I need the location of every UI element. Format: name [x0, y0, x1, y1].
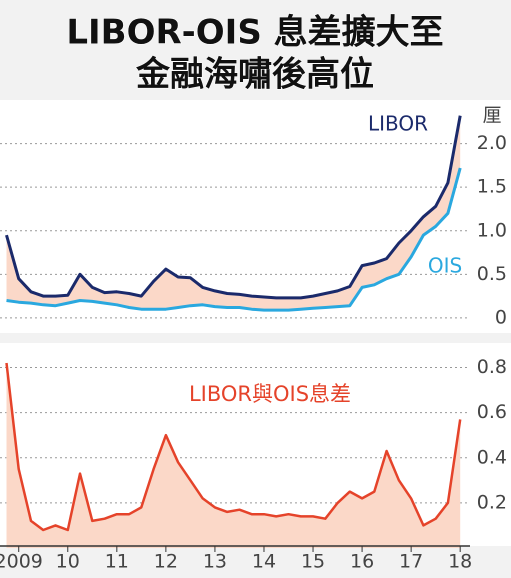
y-tick-label: 1.5 — [477, 176, 507, 198]
x-tick-label: 13 — [203, 551, 227, 573]
y-axis-label: 厘 — [482, 105, 501, 127]
series-label: LIBOR與OIS息差 — [189, 382, 351, 406]
y-tick-label: 0.2 — [477, 491, 507, 513]
series-label: OIS — [428, 254, 462, 278]
area-fill — [6, 363, 461, 548]
series-line — [5, 115, 462, 300]
x-tick-label: 12 — [154, 551, 178, 573]
x-tick-label: 18 — [448, 551, 472, 573]
series-label: LIBOR — [368, 112, 428, 136]
x-tick-label: 11 — [105, 551, 129, 573]
series-line — [6, 167, 462, 312]
chart-title: LIBOR-OIS 息差擴大至 — [66, 13, 443, 53]
y-tick-label: 2.0 — [477, 132, 507, 154]
x-tick-label: 10 — [56, 551, 80, 573]
x-tick-label: 17 — [399, 551, 423, 573]
chart-subtitle: 金融海嘯後高位 — [135, 55, 374, 95]
y-tick-label: 0.6 — [477, 401, 507, 423]
x-tick-label: 14 — [252, 551, 276, 573]
x-tick-label: 15 — [301, 551, 325, 573]
y-tick-label: 0.4 — [477, 446, 507, 468]
y-tick-label: 0.8 — [477, 356, 507, 378]
y-tick-label: 0 — [495, 306, 507, 328]
y-tick-label: 1.0 — [477, 219, 507, 241]
x-tick-label: 16 — [350, 551, 374, 573]
series-line — [5, 362, 462, 532]
y-tick-label: 0.5 — [477, 263, 507, 285]
x-tick-label: 2009 — [0, 551, 43, 573]
